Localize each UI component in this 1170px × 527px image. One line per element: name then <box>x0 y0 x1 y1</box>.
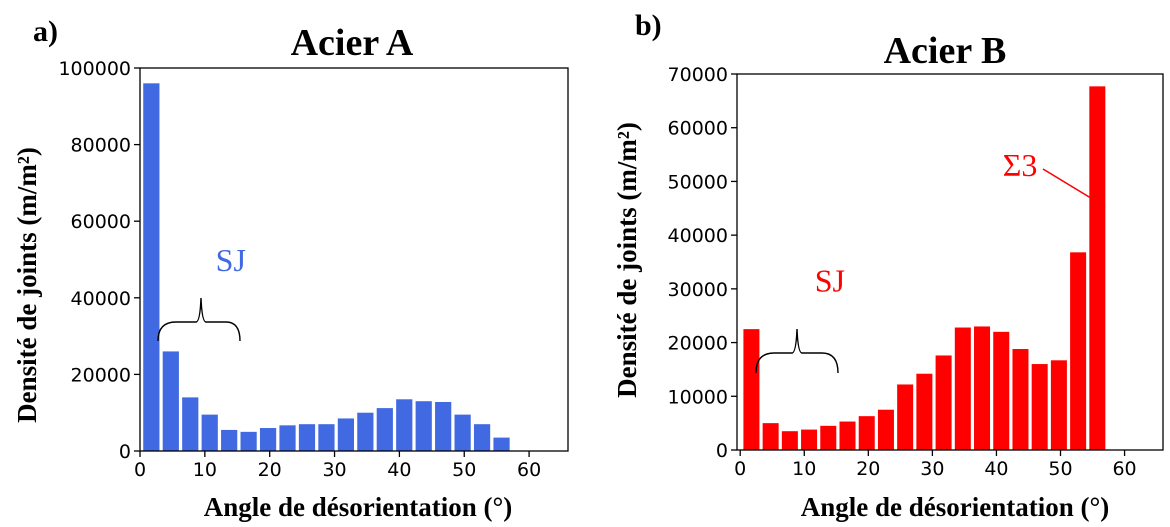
annotation-sj-b: SJ <box>815 263 845 299</box>
panel-letter-a: a) <box>33 15 58 48</box>
y-tick-label-a-3: 60000 <box>71 211 131 233</box>
bar-a-14 <box>415 401 432 451</box>
bar-a-6 <box>259 428 277 451</box>
x-tick-label-b-1: 10 <box>792 458 816 480</box>
bar-b-3 <box>801 429 818 450</box>
bar-a-10 <box>337 418 354 451</box>
chart-title-a: Acier A <box>291 22 414 64</box>
plot-area-b: 0 10 20 30 40 50 60 0 10000 20000 30000 40000 50000 6… <box>668 64 1164 480</box>
bar-b-18 <box>1089 86 1106 451</box>
y-axis-label-b: Densité de joints (m/m²) <box>612 122 642 398</box>
x-tick-label-b-5: 50 <box>1048 458 1072 480</box>
y-tick-label-b-1: 10000 <box>668 386 728 408</box>
svg-text:Densité de joints (m/m²): Densité de joints (m/m²) <box>612 122 642 398</box>
annotation-sj-a: SJ <box>216 242 246 278</box>
bar-b-8 <box>897 384 914 450</box>
svg-text:Densité de joints (m/m²): Densité de joints (m/m²) <box>12 147 42 423</box>
sigma3-arrow <box>1042 168 1106 208</box>
bar-a-16 <box>454 414 471 451</box>
x-tick-label-a-6: 60 <box>517 459 541 481</box>
bar-a-9 <box>318 424 335 451</box>
y-tick-label-b-7: 70000 <box>668 64 728 86</box>
y-tick-label-a-2: 40000 <box>71 288 131 310</box>
sj-brace-a <box>157 297 241 342</box>
y-tick-label-a-5: 100000 <box>58 58 131 80</box>
bar-a-15 <box>435 401 452 451</box>
x-tick-label-a-5: 50 <box>452 459 476 481</box>
bar-b-10 <box>935 355 952 450</box>
annotation-sigma3: Σ3 <box>1003 147 1038 183</box>
plot-area-a: 0 10 20 30 40 50 60 0 20000 40000 60000 80000 100000… <box>58 58 569 481</box>
y-tick-label-b-3: 30000 <box>668 279 728 301</box>
bar-a-1 <box>162 351 179 451</box>
y-tick-label-b-6: 60000 <box>668 118 728 140</box>
y-tick-label-a-0: 0 <box>119 441 131 463</box>
chart-panel-b: b) Acier B Densité de joints (m/m²) Angl… <box>612 9 1164 522</box>
plot-frame-b <box>736 73 1164 451</box>
bar-a-8 <box>298 424 316 451</box>
y-tick-label-b-4: 40000 <box>668 225 728 247</box>
bar-a-18 <box>493 437 510 451</box>
bar-b-16 <box>1050 360 1067 450</box>
sj-brace-b <box>755 328 839 374</box>
x-tick-label-b-2: 20 <box>856 458 880 480</box>
bar-b-11 <box>954 327 971 450</box>
bar-a-13 <box>396 399 413 451</box>
x-tick-label-b-4: 40 <box>984 458 1008 480</box>
plot-frame-a <box>139 67 569 452</box>
y-tick-label-a-1: 20000 <box>71 364 131 386</box>
bar-a-0 <box>143 83 160 451</box>
bar-a-2 <box>182 397 199 451</box>
bar-b-2 <box>781 431 798 450</box>
bar-b-4 <box>820 425 837 450</box>
bar-a-11 <box>357 412 374 451</box>
x-tick-label-a-2: 20 <box>258 459 282 481</box>
bar-b-9 <box>916 373 933 450</box>
bar-b-5 <box>839 421 856 450</box>
bar-b-6 <box>858 416 875 450</box>
chart-title-b: Acier B <box>884 30 1007 72</box>
bar-b-7 <box>877 409 894 450</box>
x-tick-label-a-3: 30 <box>322 459 346 481</box>
bar-b-0 <box>743 329 760 450</box>
y-tick-label-b-0: 0 <box>716 440 728 462</box>
x-axis-label-b: Angle de désorientation (°) <box>801 492 1110 522</box>
bar-b-14 <box>1012 349 1029 450</box>
y-tick-label-b-2: 20000 <box>668 333 728 355</box>
chart-panel-a: a) Acier A Densité de joints (m/m²) Angl… <box>12 15 569 522</box>
x-tick-label-a-1: 10 <box>193 459 217 481</box>
y-axis-label-a: Densité de joints (m/m²) <box>12 147 42 423</box>
panel-letter-b: b) <box>635 9 662 42</box>
bar-b-15 <box>1031 364 1048 450</box>
x-tick-label-a-4: 40 <box>387 459 411 481</box>
y-tick-label-a-4: 80000 <box>71 135 131 157</box>
bar-a-3 <box>201 414 218 451</box>
bar-a-7 <box>279 425 296 451</box>
bar-a-17 <box>473 424 491 451</box>
bar-b-12 <box>974 326 991 450</box>
x-tick-label-b-6: 60 <box>1112 458 1136 480</box>
x-tick-label-b-0: 0 <box>734 458 746 480</box>
x-tick-label-b-3: 30 <box>920 458 944 480</box>
bar-b-17 <box>1070 252 1087 450</box>
bar-a-4 <box>221 429 238 451</box>
y-tick-label-b-5: 50000 <box>668 171 728 193</box>
x-axis-label-a: Angle de désorientation (°) <box>204 492 513 522</box>
bar-a-5 <box>240 431 257 451</box>
bar-b-13 <box>993 331 1010 450</box>
bar-a-12 <box>376 408 393 451</box>
bar-b-1 <box>762 423 779 450</box>
x-tick-label-a-0: 0 <box>134 459 146 481</box>
